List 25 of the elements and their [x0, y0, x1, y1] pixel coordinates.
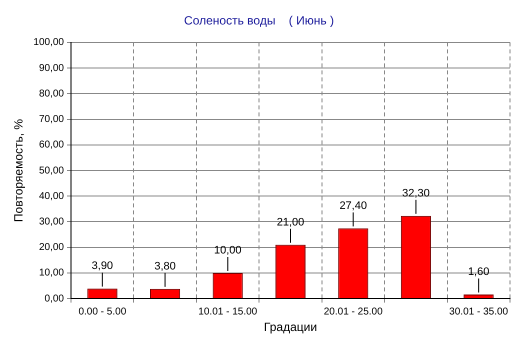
y-tick-label: 10,00: [38, 268, 64, 279]
data-label: 10,00: [214, 244, 242, 257]
x-tick-label: 0.00 - 5.00: [78, 306, 127, 318]
data-label: 3,80: [154, 260, 176, 272]
y-tick-label: 80,00: [38, 88, 64, 100]
data-label: 3,90: [92, 260, 114, 272]
y-tick-label: 90,00: [38, 62, 64, 74]
data-label: 27,40: [339, 200, 367, 212]
data-label: 1,60: [468, 266, 490, 278]
y-tick-label: 100,00: [33, 37, 64, 48]
x-tick-label: 10.01 - 15.00: [198, 306, 258, 318]
y-tick-label: 60,00: [38, 140, 64, 151]
y-tick-label: 40,00: [38, 190, 64, 202]
x-tick-label: 30.01 - 35.00: [449, 306, 509, 318]
y-tick-label: 0,00: [44, 293, 64, 304]
x-tick-label: 20.01 - 25.00: [324, 306, 384, 318]
y-axis-title: Повторяемость, %: [12, 118, 26, 222]
data-label: 32,30: [402, 187, 430, 200]
y-tick-label: 20,00: [38, 242, 64, 254]
data-label: 21,00: [276, 216, 304, 228]
x-axis-title: Градации: [264, 320, 318, 334]
chart-title: Соленость воды ( Июнь ): [184, 14, 334, 28]
y-tick-label: 50,00: [38, 165, 64, 176]
y-tick-label: 70,00: [38, 114, 64, 126]
y-tick-label: 30,00: [38, 216, 64, 228]
